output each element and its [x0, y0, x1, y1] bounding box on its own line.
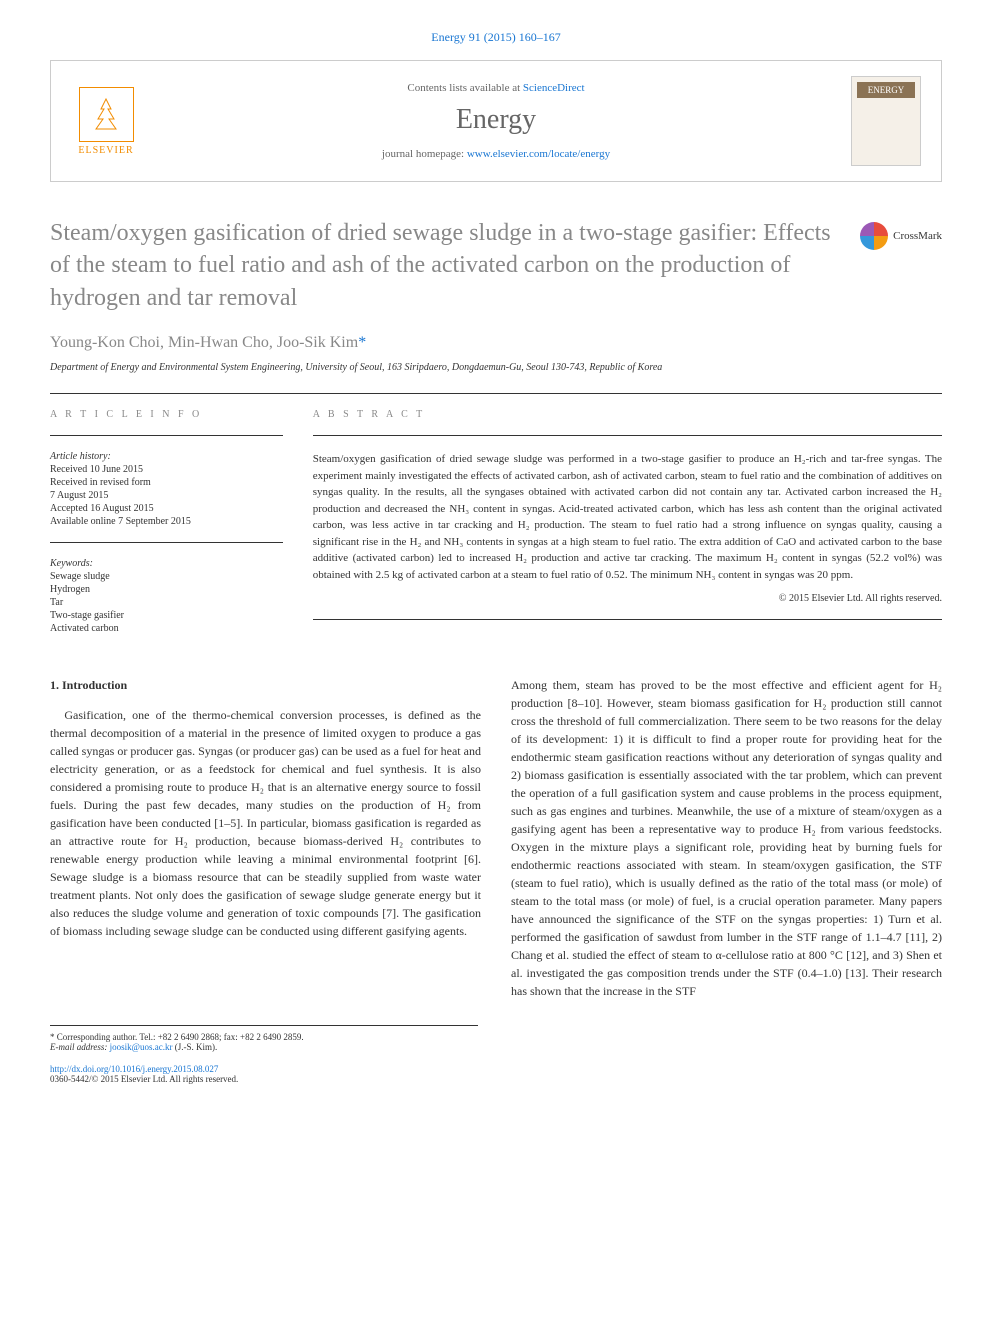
- journal-homepage-line: journal homepage: www.elsevier.com/locat…: [141, 148, 851, 160]
- online-date: Available online 7 September 2015: [50, 516, 283, 527]
- keyword-item: Two-stage gasifier: [50, 610, 283, 621]
- citation-header: Energy 91 (2015) 160–167: [50, 30, 942, 45]
- article-info-heading: A R T I C L E I N F O: [50, 409, 283, 420]
- abstract-text: Steam/oxygen gasification of dried sewag…: [313, 451, 942, 583]
- title-text: Steam/oxygen gasification of dried sewag…: [50, 220, 831, 311]
- journal-homepage-link[interactable]: www.elsevier.com/locate/energy: [467, 148, 610, 160]
- abstract-copyright: © 2015 Elsevier Ltd. All rights reserved…: [313, 593, 942, 604]
- divider: [50, 393, 942, 394]
- elsevier-label: ELSEVIER: [78, 145, 133, 156]
- accepted-date: Accepted 16 August 2015: [50, 503, 283, 514]
- abstract-heading: A B S T R A C T: [313, 409, 942, 420]
- info-divider: [50, 435, 283, 436]
- intro-paragraph-2: Among them, steam has proved to be the m…: [511, 676, 942, 1000]
- info-divider-2: [50, 542, 283, 543]
- article-title: Steam/oxygen gasification of dried sewag…: [50, 217, 942, 314]
- doi-link[interactable]: http://dx.doi.org/10.1016/j.energy.2015.…: [50, 1064, 218, 1074]
- email-label: E-mail address:: [50, 1042, 110, 1052]
- contents-list-line: Contents lists available at ScienceDirec…: [141, 82, 851, 94]
- received-date: Received 10 June 2015: [50, 464, 283, 475]
- crossmark-badge[interactable]: CrossMark: [860, 222, 942, 250]
- revised-date: 7 August 2015: [50, 490, 283, 501]
- issn-copyright: 0360-5442/© 2015 Elsevier Ltd. All right…: [50, 1074, 942, 1084]
- authors-line: Young-Kon Choi, Min-Hwan Cho, Joo-Sik Ki…: [50, 334, 942, 352]
- elsevier-logo: ELSEVIER: [71, 87, 141, 156]
- body-column-left: 1. Introduction Gasification, one of the…: [50, 676, 481, 1000]
- revised-label: Received in revised form: [50, 477, 283, 488]
- history-label: Article history:: [50, 451, 283, 462]
- keyword-item: Hydrogen: [50, 584, 283, 595]
- section-1-heading: 1. Introduction: [50, 676, 481, 694]
- article-info-panel: A R T I C L E I N F O Article history: R…: [50, 409, 283, 636]
- abstract-divider: [313, 435, 942, 436]
- affiliation: Department of Energy and Environmental S…: [50, 362, 942, 373]
- email-name: (J.-S. Kim).: [172, 1042, 217, 1052]
- intro-paragraph-1: Gasification, one of the thermo-chemical…: [50, 706, 481, 940]
- body-column-right: Among them, steam has proved to be the m…: [511, 676, 942, 1000]
- keyword-item: Tar: [50, 597, 283, 608]
- abstract-divider-bottom: [313, 619, 942, 620]
- bottom-bar: http://dx.doi.org/10.1016/j.energy.2015.…: [50, 1064, 942, 1084]
- cover-title: ENERGY: [857, 82, 915, 98]
- keywords-label: Keywords:: [50, 558, 283, 569]
- crossmark-label: CrossMark: [893, 229, 942, 244]
- sciencedirect-link[interactable]: ScienceDirect: [523, 82, 585, 94]
- journal-header: ELSEVIER Contents lists available at Sci…: [50, 60, 942, 182]
- abstract-panel: A B S T R A C T Steam/oxygen gasificatio…: [313, 409, 942, 636]
- authors-names: Young-Kon Choi, Min-Hwan Cho, Joo-Sik Ki…: [50, 334, 358, 351]
- crossmark-icon: [860, 222, 888, 250]
- keyword-item: Activated carbon: [50, 623, 283, 634]
- homepage-label: journal homepage:: [382, 148, 467, 160]
- keyword-item: Sewage sludge: [50, 571, 283, 582]
- elsevier-tree-icon: [79, 87, 134, 142]
- journal-cover-thumbnail: ENERGY: [851, 76, 921, 166]
- corresponding-email-link[interactable]: joosik@uos.ac.kr: [110, 1042, 173, 1052]
- corresponding-marker[interactable]: *: [358, 334, 366, 351]
- journal-name: Energy: [141, 104, 851, 136]
- corresponding-tel: * Corresponding author. Tel.: +82 2 6490…: [50, 1032, 478, 1042]
- contents-text: Contents lists available at: [407, 82, 522, 94]
- corresponding-author-footer: * Corresponding author. Tel.: +82 2 6490…: [50, 1025, 478, 1052]
